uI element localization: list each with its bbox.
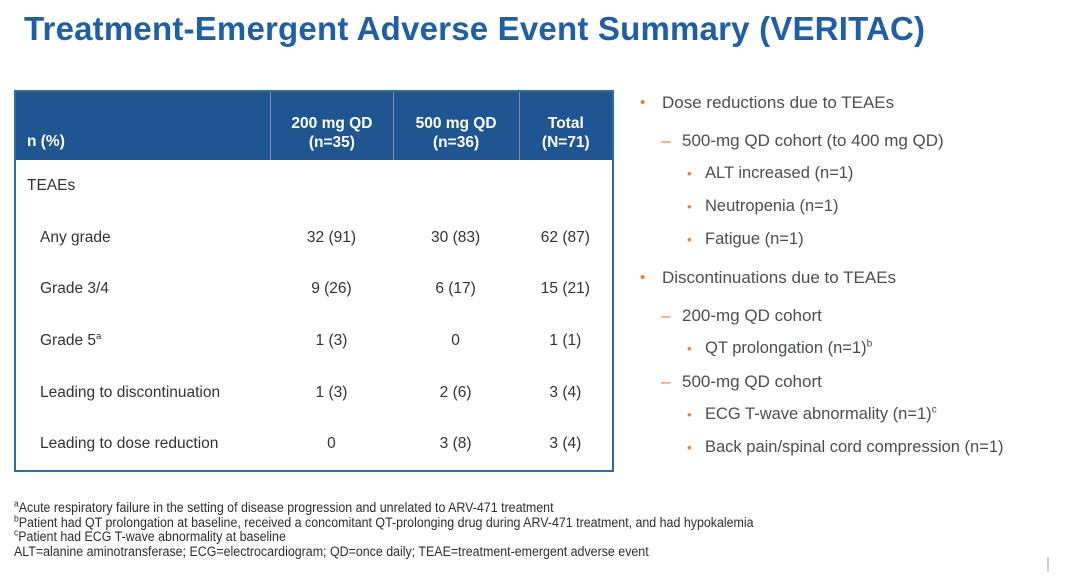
bullet-icon: • bbox=[687, 199, 692, 214]
dash-icon: – bbox=[661, 372, 671, 391]
row-label: Any grade bbox=[40, 228, 111, 246]
bullet-200mg-cohort-discontinuation: – 200-mg QD cohort bbox=[634, 305, 1080, 326]
bullet-icon: • bbox=[687, 341, 692, 356]
table-row-teaes: TEAEs bbox=[16, 160, 612, 212]
table-header-row: n (%) 200 mg QD (n=35) 500 mg QD (n=36) … bbox=[16, 92, 612, 160]
cell-total: 1 (1) bbox=[549, 331, 582, 349]
cell-500mg: 0 bbox=[451, 331, 460, 349]
table-row-leading-to-discontinuation: Leading to discontinuation 1 (3) 2 (6) 3… bbox=[16, 367, 612, 419]
bullet-text: QT prolongation (n=1)b bbox=[705, 338, 873, 357]
footnotes: aAcute respiratory failure in the settin… bbox=[14, 498, 1080, 559]
column-header-line1: 500 mg QD bbox=[415, 115, 497, 132]
page-title: Treatment-Emergent Adverse Event Summary… bbox=[24, 10, 926, 47]
footnote-abbreviations: ALT=alanine aminotransferase; ECG=electr… bbox=[14, 543, 649, 559]
bullet-alt-increased: • ALT increased (n=1) bbox=[634, 163, 1080, 184]
bullet-text: 500-mg QD cohort (to 400 mg QD) bbox=[682, 131, 944, 150]
bullet-text: ALT increased (n=1) bbox=[705, 164, 854, 182]
bullet-discontinuations: • Discontinuations due to TEAEs bbox=[634, 267, 1080, 288]
bullet-icon: • bbox=[687, 232, 692, 247]
footnote-c: cPatient had ECG T-wave abnormality at b… bbox=[14, 527, 286, 545]
teae-summary-table: n (%) 200 mg QD (n=35) 500 mg QD (n=36) … bbox=[14, 90, 614, 472]
bullet-text: ECG T-wave abnormality (n=1)c bbox=[705, 404, 937, 423]
column-header-line1: Total bbox=[547, 115, 584, 132]
footnote-ref-c: c bbox=[931, 404, 937, 416]
row-label: TEAEs bbox=[27, 176, 76, 194]
column-header-line1: 200 mg QD bbox=[291, 115, 373, 132]
dash-icon: – bbox=[661, 306, 671, 325]
bullet-text: Back pain/spinal cord compression (n=1) bbox=[705, 438, 1004, 456]
bullet-ecg-t-wave-abnormality: • ECG T-wave abnormality (n=1)c bbox=[634, 404, 1080, 425]
cell-200mg: 9 (26) bbox=[311, 280, 352, 298]
column-header-line2: (n=36) bbox=[433, 134, 480, 151]
table-body: TEAEs Any grade 32 (91) 30 (83) 62 (87) … bbox=[16, 160, 612, 470]
dash-icon: – bbox=[661, 131, 671, 150]
table-row-any-grade: Any grade 32 (91) 30 (83) 62 (87) bbox=[16, 212, 612, 264]
bullet-qt-prolongation: • QT prolongation (n=1)b bbox=[634, 338, 1080, 359]
page-tick-mark bbox=[1047, 557, 1049, 572]
bullet-text: 500-mg QD cohort bbox=[682, 372, 822, 391]
cell-200mg: 32 (91) bbox=[306, 228, 357, 246]
row-label: Leading to dose reduction bbox=[40, 435, 219, 453]
bullet-icon: • bbox=[640, 94, 646, 111]
bullet-text: Fatigue (n=1) bbox=[705, 230, 804, 248]
cell-200mg: 0 bbox=[327, 435, 336, 453]
table-row-leading-to-dose-reduction: Leading to dose reduction 0 3 (8) 3 (4) bbox=[16, 418, 612, 470]
cell-500mg: 3 (8) bbox=[439, 435, 472, 453]
bullet-neutropenia: • Neutropenia (n=1) bbox=[634, 196, 1080, 217]
cell-500mg: 30 (83) bbox=[431, 228, 481, 246]
cell-total: 62 (87) bbox=[540, 228, 590, 246]
bullet-text: Neutropenia (n=1) bbox=[705, 197, 839, 215]
cell-500mg: 6 (17) bbox=[435, 280, 476, 298]
cell-500mg: 2 (6) bbox=[439, 383, 472, 401]
column-header-n-pct: n (%) bbox=[27, 133, 65, 150]
bullet-text: 200-mg QD cohort bbox=[682, 306, 822, 325]
bullet-list: • Dose reductions due to TEAEs – 500-mg … bbox=[634, 92, 1080, 470]
footnote-ref-b: b bbox=[866, 338, 873, 350]
column-header-line2: (N=71) bbox=[541, 134, 590, 151]
bullet-icon: • bbox=[687, 166, 692, 181]
bullet-icon: • bbox=[640, 269, 646, 286]
bullet-icon: • bbox=[687, 440, 692, 455]
cell-200mg: 1 (3) bbox=[315, 383, 348, 401]
table-row-grade-5: Grade 5a 1 (3) 0 1 (1) bbox=[16, 315, 612, 367]
cell-total: 15 (21) bbox=[540, 280, 590, 298]
row-label: Grade 5a bbox=[40, 330, 102, 349]
cell-total: 3 (4) bbox=[549, 383, 582, 401]
bullet-icon: • bbox=[687, 407, 692, 422]
bullet-text: Discontinuations due to TEAEs bbox=[662, 268, 897, 287]
footnote-b: bPatient had QT prolongation at baseline… bbox=[14, 513, 754, 530]
bullet-500mg-cohort-discontinuation: – 500-mg QD cohort bbox=[634, 371, 1080, 392]
footnote-ref-a: a bbox=[96, 330, 102, 342]
column-header-total: Total (N=71) bbox=[518, 92, 612, 160]
bullet-text: Dose reductions due to TEAEs bbox=[662, 93, 895, 112]
bullet-back-pain: • Back pain/spinal cord compression (n=1… bbox=[634, 437, 1080, 458]
table-row-grade-3-4: Grade 3/4 9 (26) 6 (17) 15 (21) bbox=[16, 263, 612, 315]
column-header-500mg: 500 mg QD (n=36) bbox=[392, 92, 519, 160]
cell-total: 3 (4) bbox=[549, 435, 582, 453]
footnote-a: aAcute respiratory failure in the settin… bbox=[14, 498, 554, 515]
column-header-line2: (n=35) bbox=[308, 134, 355, 151]
row-label: Leading to discontinuation bbox=[40, 383, 221, 401]
cell-200mg: 1 (3) bbox=[315, 331, 348, 349]
bullet-fatigue: • Fatigue (n=1) bbox=[634, 229, 1080, 250]
bullet-500mg-cohort-dose-reduction: – 500-mg QD cohort (to 400 mg QD) bbox=[634, 130, 1080, 151]
column-header-200mg: 200 mg QD (n=35) bbox=[270, 92, 392, 160]
row-label: Grade 3/4 bbox=[40, 280, 109, 298]
bullet-dose-reductions: • Dose reductions due to TEAEs bbox=[634, 92, 1080, 113]
